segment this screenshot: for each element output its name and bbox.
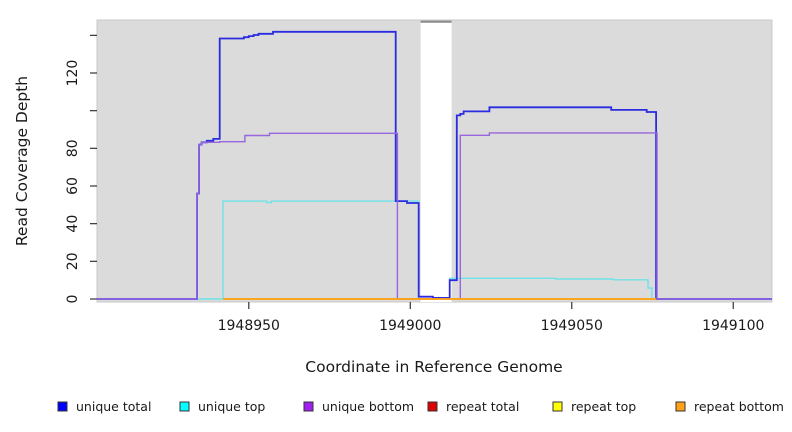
x-tick-label: 1949050	[541, 318, 603, 334]
legend-label: unique bottom	[322, 399, 414, 414]
y-tick-label: 120	[65, 60, 81, 87]
plot-background-layer	[96, 19, 773, 303]
legend-swatch-repeat-bottom	[675, 401, 686, 412]
legend-label: repeat top	[571, 399, 636, 414]
x-tick-label: 1948950	[218, 318, 280, 334]
y-axis-title: Read Coverage Depth	[13, 76, 31, 246]
no-data-band	[420, 21, 452, 302]
legend-item-unique-bottom: unique bottom	[303, 399, 414, 414]
x-tick-label: 1949100	[702, 318, 764, 334]
legend-item-repeat-total: repeat total	[427, 399, 519, 414]
x-tick-label: 1949000	[379, 318, 441, 334]
legend-label: unique top	[198, 399, 265, 414]
legend-item-unique-top: unique top	[179, 399, 265, 414]
series-unique-total	[97, 30, 772, 300]
x-axis-title: Coordinate in Reference Genome	[305, 358, 562, 376]
y-tick-label: 40	[65, 215, 81, 233]
legend-swatch-unique-bottom	[303, 401, 314, 412]
legend-label: repeat total	[446, 399, 519, 414]
series-unique-bottom	[97, 132, 772, 300]
legend-swatch-unique-total	[57, 401, 68, 412]
legend-swatch-unique-top	[179, 401, 190, 412]
axes-layer: 1948950 1949000 1949050 1949100 0 20 40 60 80 120	[65, 34, 764, 334]
legend: unique total unique top unique bottom repea…	[57, 399, 784, 414]
legend-label: unique total	[76, 399, 151, 414]
y-tick-label: 80	[65, 139, 81, 157]
legend-item-repeat-bottom: repeat bottom	[675, 399, 784, 414]
legend-item-repeat-top: repeat top	[552, 399, 636, 414]
legend-label: repeat bottom	[694, 399, 784, 414]
y-tick-label: 0	[65, 295, 81, 304]
series-layer	[97, 30, 772, 300]
legend-item-unique-total: unique total	[57, 399, 151, 414]
y-tick-label: 20	[65, 252, 81, 270]
legend-swatch-repeat-top	[552, 401, 563, 412]
y-tick-label: 60	[65, 177, 81, 195]
legend-swatch-repeat-total	[427, 401, 438, 412]
